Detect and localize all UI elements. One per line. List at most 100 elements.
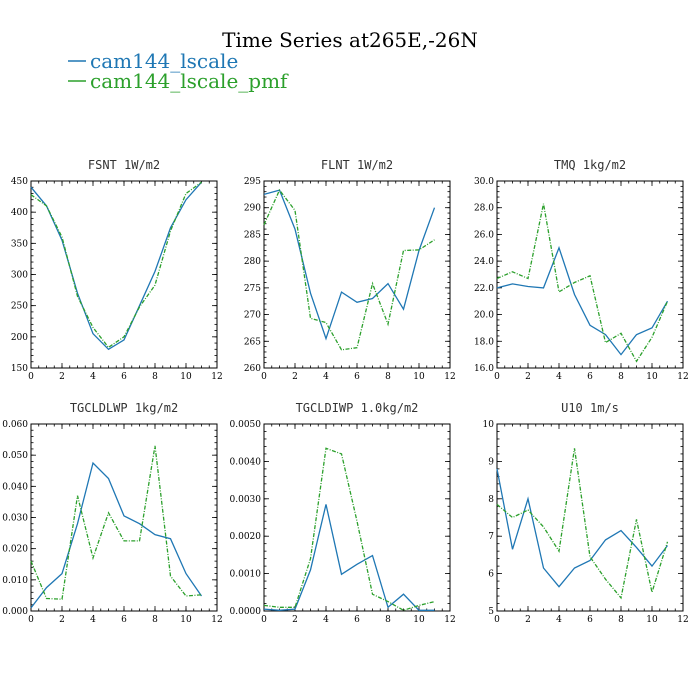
y-tick-label: 0.0030 [230,495,262,505]
y-tick-label: 20.0 [474,311,494,321]
series-line-cam144-lscale [263,189,436,341]
y-tick-label: 0.050 [2,451,28,461]
series-line-cam144-lscale [30,461,203,609]
x-tick-label: 0 [261,372,267,382]
y-tick-label: 260 [244,364,261,374]
y-tick-label: 290 [244,204,261,214]
panels: FSNT 1W/m20 2 4 6 8 10 12150200250300350400450… [2,158,688,625]
x-tick-label: 6 [121,372,127,382]
x-tick-label: 10 [413,615,425,625]
legend-label-lscale: cam144_lscale [90,49,238,73]
series-line-cam144-lscale-pmf [496,203,669,363]
y-tick-label: 275 [244,284,261,294]
y-tick-label: 0.040 [2,482,28,492]
x-tick-label: 2 [292,372,298,382]
panel-5: TGCLDIWP 1.0kg/m2 0 2 4 6 8 10 12 0.0000 0.0010 0.… [230,401,456,625]
y-tick-label: 0.010 [2,576,28,586]
series-line-cam144-lscale-pmf [263,188,435,351]
x-tick-label: 10 [413,372,425,382]
x-tick-label: 12 [211,615,222,625]
series-line-cam144-lscale-pmf [496,448,669,600]
x-tick-label: 10 [646,615,658,625]
plot-frame [30,423,218,612]
y-tick-label: 270 [244,311,261,321]
y-tick-label: 7 [488,532,494,542]
x-tick-label: 2 [525,615,531,625]
x-tick-label: 2 [59,372,65,382]
y-tick-label: 26.0 [474,230,494,240]
y-tick-label: 0.030 [2,514,28,524]
x-tick-label: 6 [354,372,360,382]
y-tick-label: 30.0 [474,177,494,187]
panel-title: TMQ 1kg/m2 [554,158,626,172]
y-tick-label: 300 [11,271,28,281]
y-tick-label: 0.0040 [230,457,262,467]
y-tick-label: 0.000 [2,607,28,617]
panel-title: U10 1m/s [561,401,619,415]
y-tick-label: 6 [488,570,494,580]
x-tick-label: 2 [525,372,531,382]
x-tick-label: 0 [28,615,34,625]
x-tick-label: 2 [59,615,65,625]
y-tick-label: 400 [11,208,28,218]
plot-frame [263,423,451,612]
y-tick-label: 10 [483,420,495,430]
x-tick-label: 12 [677,372,688,382]
y-tick-label: 350 [11,239,28,249]
x-tick-label: 4 [90,615,96,625]
x-tick-label: 12 [677,615,688,625]
x-tick-label: 0 [494,372,500,382]
x-tick-label: 0 [28,372,34,382]
y-tick-label: 265 [244,337,261,347]
x-tick-label: 10 [646,372,658,382]
x-tick-label: 6 [587,615,593,625]
y-tick-label: 0.0020 [230,532,262,542]
x-tick-label: 8 [152,615,158,625]
series-line-cam144-lscale [496,245,669,356]
panel-4: TGCLDLWP 1kg/m2 0 2 4 6 8 10 12 0.000 0.010 0.020 0… [2,401,222,625]
series-line-cam144-lscale-pmf [30,181,202,349]
panel-6: U10 1m/s 0 2 4 6 8 10 12 5 6 7 8 9 10 [483,401,689,625]
x-tick-label: 6 [354,615,360,625]
y-tick-label: 0.0000 [230,607,262,617]
y-tick-label: 150 [11,364,28,374]
y-tick-label: 16.0 [474,364,494,374]
x-tick-label: 4 [90,372,96,382]
panel-title: TGCLDIWP 1.0kg/m2 [296,401,419,415]
y-tick-label: 450 [11,177,28,187]
panel-2: FLNT 1W/m2 0 2 4 6 8 10 12 260 265 270 275 280 285 290… [244,158,456,382]
x-tick-label: 12 [444,615,455,625]
series-line-cam144-lscale [30,181,202,351]
y-tick-label: 0.0010 [230,570,262,580]
panel-title: FSNT 1W/m2 [88,158,160,172]
y-tick-label: 18.0 [474,337,494,347]
x-tick-label: 4 [556,372,562,382]
y-tick-label: 9 [488,457,494,467]
x-tick-label: 12 [211,372,222,382]
x-tick-label: 10 [180,372,192,382]
x-tick-label: 4 [323,372,329,382]
y-tick-label: 24.0 [474,257,494,267]
x-tick-label: 4 [323,615,329,625]
y-tick-label: 200 [11,333,28,343]
y-tick-label: 0.0050 [230,420,262,430]
x-tick-label: 0 [494,615,500,625]
plot-frame [263,180,451,369]
series-line-cam144-lscale [263,504,435,611]
y-tick-label: 22.0 [474,284,494,294]
series-line-cam144-lscale [496,468,669,588]
legend-label-lscale-pmf: cam144_lscale_pmf [90,69,289,93]
x-tick-label: 8 [618,615,624,625]
x-tick-label: 6 [587,372,593,382]
y-tick-label: 0.020 [2,545,28,555]
panel-3: TMQ 1kg/m2 0 2 4 6 8 10 12 16.0 18.0 20.0 22.0 24.0 2… [474,158,689,382]
plot-frame [496,423,684,612]
x-tick-label: 8 [152,372,158,382]
series-line-cam144-lscale-pmf [30,445,202,600]
panel-1: FSNT 1W/m2 0 2 4 6 8 10 12 150 200 250 300 350 400 450 [11,158,223,382]
y-tick-label: 5 [488,607,494,617]
y-tick-label: 250 [11,302,28,312]
x-tick-label: 12 [444,372,455,382]
x-tick-label: 6 [121,615,127,625]
